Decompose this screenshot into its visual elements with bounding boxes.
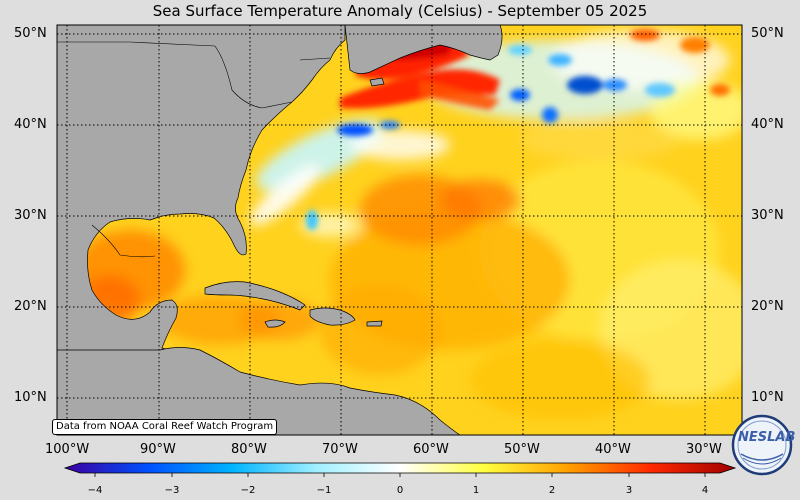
lat-label-left: 30°N [14, 208, 47, 223]
colorbar-tick-label: 2 [548, 485, 556, 496]
lon-label: 100°W [45, 442, 90, 457]
lon-label: 40°W [595, 442, 631, 457]
data-credit: Data from NOAA Coral Reef Watch Program [52, 419, 278, 435]
lon-label: 90°W [140, 442, 176, 457]
lat-label-right: 30°N [751, 208, 784, 223]
lat-label-right: 50°N [751, 26, 784, 41]
colorbar-ticks [94, 473, 706, 477]
lon-label: 70°W [322, 442, 358, 457]
colorbar-tick-label: 0 [396, 485, 404, 496]
colorbar-tick-label: −1 [316, 485, 332, 496]
colorbar-tick-label: 4 [701, 485, 709, 496]
map-title: Sea Surface Temperature Anomaly (Celsius… [152, 2, 648, 20]
lon-label: 80°W [231, 442, 267, 457]
colorbar-tick-label: −4 [87, 485, 103, 496]
colorbar [63, 462, 737, 474]
lat-label-left: 20°N [14, 299, 47, 314]
graticule [57, 25, 742, 435]
lon-label: 60°W [413, 442, 449, 457]
colorbar-tick-label: 3 [625, 485, 633, 496]
colorbar-tick-label: −2 [240, 485, 256, 496]
map-frame [56, 24, 743, 436]
lat-label-left: 10°N [14, 390, 47, 405]
colorbar-tick-label: 1 [472, 485, 480, 496]
lat-label-left: 40°N [14, 117, 47, 132]
lat-label-left: 50°N [14, 26, 47, 41]
lat-label-right: 20°N [751, 299, 784, 314]
lon-label: 30°W [686, 442, 722, 457]
colorbar-tick-label: −3 [164, 485, 180, 496]
lat-label-right: 40°N [751, 117, 784, 132]
land [57, 25, 503, 435]
neslab-logo [731, 414, 793, 476]
neslab-logo-text: NESLAB [738, 430, 796, 445]
lat-label-right: 10°N [751, 390, 784, 405]
country-borders [57, 41, 331, 258]
lon-label: 50°W [504, 442, 540, 457]
